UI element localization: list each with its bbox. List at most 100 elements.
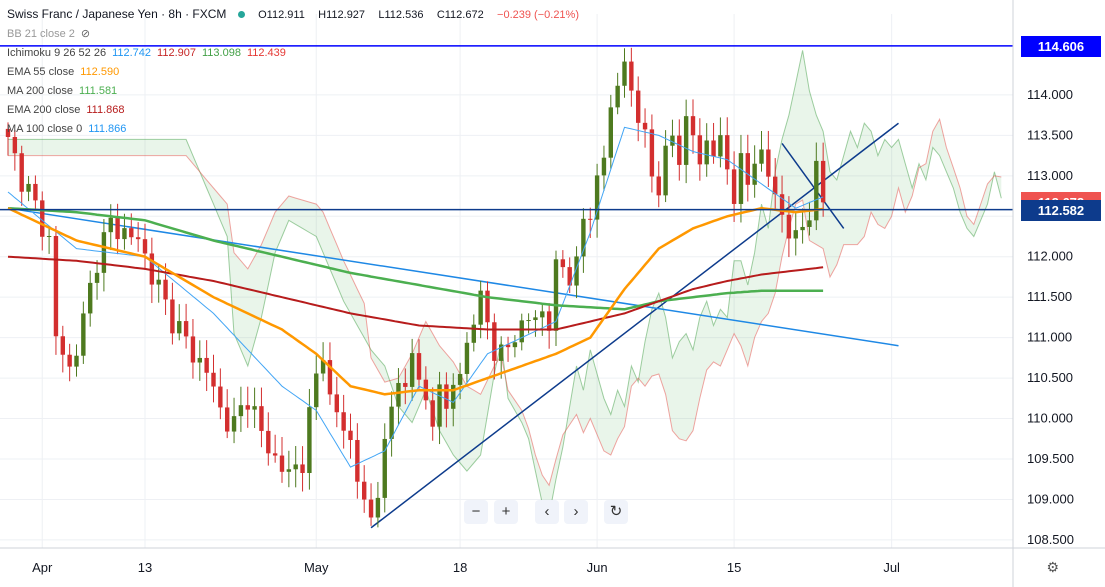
candle-down xyxy=(163,279,168,300)
price-tag: 112.582 xyxy=(1021,199,1101,221)
indicator-label: MA 100 close 0 xyxy=(7,123,83,135)
candle-up xyxy=(718,135,723,157)
candle-down xyxy=(348,430,353,441)
candle-down xyxy=(259,406,264,431)
scroll-left-button[interactable]: ‹ xyxy=(535,500,559,524)
candle-down xyxy=(279,455,285,472)
candle-up xyxy=(499,344,504,361)
candle-down xyxy=(362,481,367,500)
candle-down xyxy=(245,405,250,410)
indicator-row[interactable]: Ichimoku 9 26 52 26 112.742 112.907 113.098… xyxy=(7,44,579,63)
candle-up xyxy=(437,384,442,427)
candle-down xyxy=(786,214,792,239)
candle-down xyxy=(636,90,641,123)
candle-up xyxy=(389,406,394,439)
indicator-value: 111.868 xyxy=(86,104,125,116)
candle-up xyxy=(46,236,52,238)
candle-up xyxy=(807,220,812,227)
y-tick-label: 109.500 xyxy=(1027,451,1074,466)
candle-up xyxy=(793,230,798,239)
y-tick-label: 111.000 xyxy=(1027,330,1072,345)
candle-down xyxy=(225,407,230,432)
y-tick-label: 113.000 xyxy=(1027,168,1073,183)
x-tick-label: Jul xyxy=(883,560,900,575)
candle-up xyxy=(177,321,182,334)
candle-up xyxy=(396,382,401,407)
candle-down xyxy=(204,357,209,373)
candle-down xyxy=(327,360,333,395)
zoom-out-button[interactable]: − xyxy=(464,500,488,524)
candle-up xyxy=(622,61,627,86)
x-tick-label: 13 xyxy=(138,560,152,575)
zoom-in-button[interactable]: + xyxy=(494,500,518,524)
candle-down xyxy=(12,136,18,154)
falling-trendline xyxy=(7,207,899,347)
price-tag: 114.606 xyxy=(1021,35,1101,57)
indicator-label: MA 200 close xyxy=(7,85,74,97)
short-trendline xyxy=(781,143,845,229)
candle-up xyxy=(752,163,757,185)
gear-icon[interactable]: ⚙ xyxy=(1046,559,1059,575)
y-tick-label: 113.500 xyxy=(1027,127,1073,142)
candle-up xyxy=(759,149,764,164)
candle-down xyxy=(779,194,785,215)
candle-up xyxy=(519,320,524,343)
high-value: H112.927 xyxy=(318,9,366,21)
close-value: C112.672 xyxy=(436,9,484,21)
chart-grid xyxy=(0,14,1013,548)
candle-down xyxy=(266,430,271,454)
candle-up xyxy=(81,313,86,356)
candle-up xyxy=(286,469,292,472)
candle-up xyxy=(108,217,113,233)
hidden-eye-icon[interactable]: ⊘ xyxy=(80,28,91,40)
candle-down xyxy=(697,135,703,165)
candle-up xyxy=(464,342,470,374)
indicator-row[interactable]: EMA 200 close 111.868 xyxy=(7,101,579,120)
candle-up xyxy=(375,497,381,518)
candle-down xyxy=(341,412,346,431)
ema-200-line xyxy=(7,255,824,331)
indicator-row[interactable]: MA 200 close 111.581 xyxy=(7,82,579,101)
ma-200-line xyxy=(7,206,824,311)
rising-trendline xyxy=(370,122,899,529)
candle-up xyxy=(238,405,244,417)
indicator-row[interactable]: EMA 55 close 112.590 xyxy=(7,63,579,82)
candle-up xyxy=(800,226,805,231)
indicator-label: EMA 200 close xyxy=(7,104,81,116)
candle-up xyxy=(533,317,538,321)
indicator-value: 112.742 xyxy=(112,47,152,59)
indicator-row[interactable]: BB 21 close 2 ⊘ xyxy=(7,25,579,44)
candle-down xyxy=(766,149,771,177)
x-tick-label: 18 xyxy=(453,560,467,575)
reset-chart-button[interactable]: ↻ xyxy=(604,500,628,524)
indicator-value: 111.866 xyxy=(88,123,127,135)
candle-up xyxy=(409,353,415,387)
candle-up xyxy=(594,175,600,220)
candle-down xyxy=(300,464,305,473)
candle-down xyxy=(211,372,216,387)
candle-up xyxy=(663,145,668,196)
candle-down xyxy=(690,116,696,136)
x-tick-label: Jun xyxy=(587,560,608,575)
candle-up xyxy=(88,282,93,314)
candle-down xyxy=(567,267,572,286)
y-tick-label: 109.000 xyxy=(1027,491,1074,506)
indicator-label: BB 21 close 2 xyxy=(7,28,75,40)
candle-up xyxy=(526,320,531,322)
y-tick-label: 112.000 xyxy=(1027,249,1073,264)
candle-down xyxy=(444,384,449,409)
symbol-row: Swiss Franc / Japanese Yen · 8h · FXCM O… xyxy=(7,5,579,25)
candle-up xyxy=(231,416,237,432)
open-value: O112.911 xyxy=(258,9,305,21)
candle-down xyxy=(170,299,175,334)
candlesticks xyxy=(5,47,826,528)
candle-down xyxy=(218,386,223,408)
candle-up xyxy=(574,256,579,286)
scroll-right-button[interactable]: › xyxy=(564,500,588,524)
trend-lines xyxy=(7,122,899,529)
candle-up xyxy=(451,384,456,409)
ema-55-line xyxy=(7,206,824,396)
indicator-row[interactable]: MA 100 close 0 111.866 xyxy=(7,120,579,139)
